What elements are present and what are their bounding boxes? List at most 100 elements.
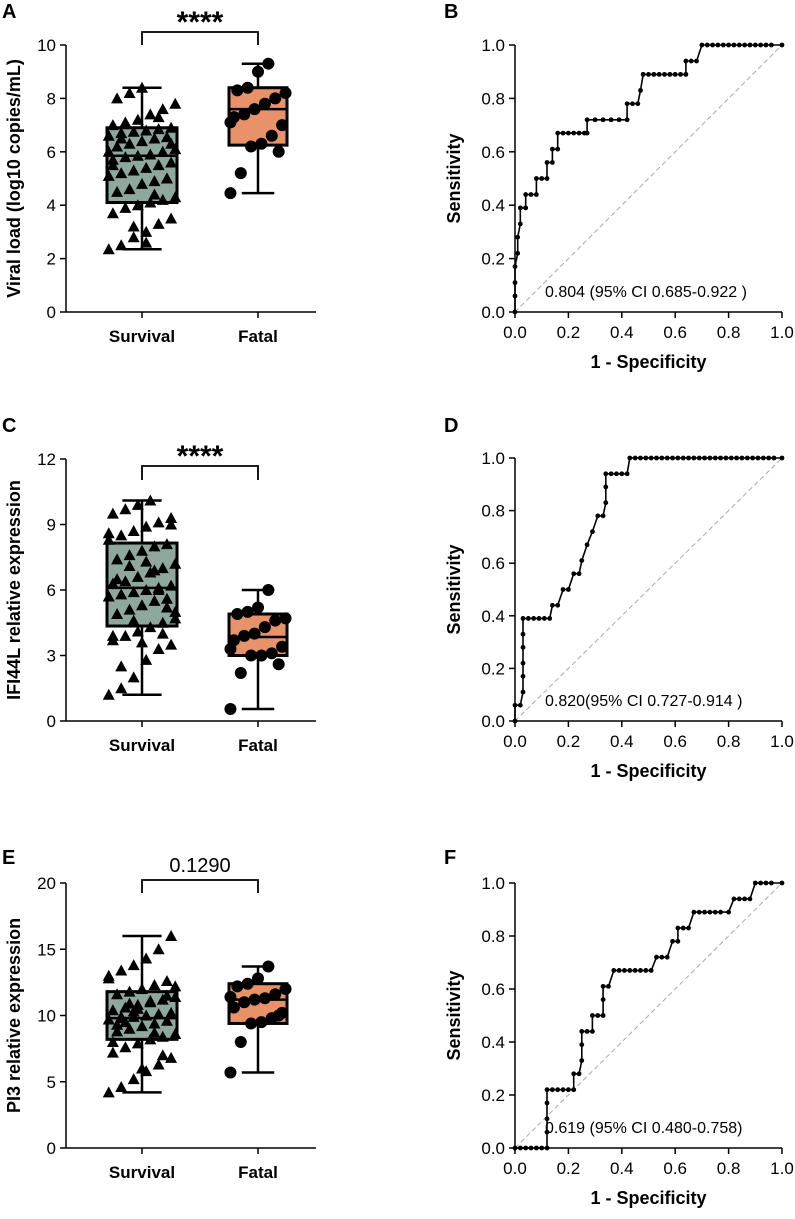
roc-point	[718, 455, 723, 461]
data-point-triangle	[123, 549, 136, 561]
data-point-circle	[224, 702, 237, 715]
roc-point	[712, 909, 718, 915]
data-point-triangle	[169, 605, 182, 617]
data-point-circle	[269, 614, 282, 627]
roc-point	[654, 954, 659, 960]
data-point-circle	[272, 1009, 285, 1022]
roc-point	[512, 309, 518, 315]
data-point-triangle	[148, 1026, 161, 1038]
roc-point	[638, 968, 643, 973]
roc-point	[584, 117, 590, 123]
data-point-triangle	[106, 507, 119, 519]
roc-point	[624, 117, 630, 123]
roc-point	[512, 702, 518, 708]
roc-point	[544, 1087, 550, 1093]
roc-point	[584, 130, 590, 136]
data-point-triangle	[160, 975, 173, 987]
category-label-survival: Survival	[109, 1163, 175, 1182]
roc-point	[758, 880, 764, 886]
data-point-circle	[248, 103, 261, 116]
panel-letter: F	[444, 847, 456, 869]
roc-point	[512, 1145, 518, 1151]
significance-label: ****	[177, 440, 224, 473]
data-point-triangle	[136, 1062, 148, 1074]
x-tick-label: 0.2	[557, 732, 581, 751]
roc-point	[600, 117, 606, 123]
data-point-triangle	[123, 183, 136, 195]
data-point-triangle	[160, 131, 173, 143]
data-point-triangle	[169, 990, 182, 1002]
roc-point	[766, 455, 772, 461]
data-point-circle	[245, 649, 258, 662]
data-point-triangle	[148, 188, 161, 200]
x-axis-label: 1 - Specificity	[590, 1188, 706, 1208]
roc-point	[624, 101, 630, 107]
roc-point	[739, 455, 745, 461]
data-point-triangle	[127, 671, 140, 683]
data-point-triangle	[152, 516, 165, 528]
data-point-triangle	[111, 553, 124, 565]
box-fatal	[224, 960, 292, 1079]
panel-letter: C	[2, 415, 16, 437]
roc-point	[659, 455, 665, 461]
roc-point	[688, 58, 694, 64]
y-tick-label: 1.0	[481, 874, 505, 893]
roc-point	[600, 997, 606, 1002]
roc-point	[536, 616, 542, 621]
x-tick-label: 0.4	[610, 1159, 634, 1178]
data-point-triangle	[144, 1033, 157, 1045]
data-point-triangle	[123, 1022, 136, 1034]
y-tick-label: 0.0	[481, 712, 505, 731]
y-tick-label: 10	[37, 36, 56, 55]
category-label-fatal: Fatal	[238, 1163, 278, 1182]
roc-point	[549, 1087, 555, 1093]
roc-point	[654, 455, 659, 461]
roc-point	[616, 117, 622, 123]
panel-e: E 0 5 10 15 20 PI3 relative expression Survival…	[2, 847, 316, 1182]
y-tick-label: 0.2	[481, 250, 505, 269]
y-tick-label: 6	[47, 581, 56, 600]
data-point-triangle	[111, 92, 124, 104]
roc-point	[549, 160, 555, 165]
y-tick-label: 0.8	[481, 502, 505, 521]
significance-label: 0.1290	[169, 855, 230, 877]
roc-point	[600, 513, 606, 519]
data-point-triangle	[140, 1009, 153, 1021]
roc-point	[712, 455, 718, 461]
data-point-triangle	[131, 113, 144, 125]
data-point-triangle	[169, 612, 182, 624]
y-tick-label: 12	[37, 450, 56, 469]
roc-point	[523, 192, 529, 197]
data-point-triangle	[111, 608, 124, 620]
data-point-triangle	[136, 81, 148, 93]
roc-point	[736, 896, 742, 902]
data-point-triangle	[102, 533, 115, 545]
roc-point	[520, 644, 526, 650]
significance-bracket	[141, 31, 259, 45]
roc-point	[595, 1013, 601, 1018]
roc-point	[686, 925, 691, 931]
data-point-circle	[234, 666, 247, 679]
data-point-triangle	[127, 1005, 140, 1017]
box-survival	[102, 81, 182, 255]
roc-point	[603, 484, 609, 490]
y-axis-label: Viral load (log10 copies/mL)	[4, 59, 24, 298]
roc-point	[691, 455, 697, 461]
data-point-circle	[238, 629, 251, 642]
y-tick-label: 1.0	[481, 36, 505, 55]
data-point-triangle	[140, 555, 153, 567]
roc-point	[755, 455, 761, 461]
roc-point	[579, 1058, 585, 1063]
roc-point	[566, 130, 571, 136]
roc-point	[603, 500, 609, 506]
roc-point	[590, 1013, 595, 1018]
roc-point	[763, 42, 769, 48]
data-point-triangle	[148, 564, 161, 576]
panel-c: C 0 3 6 9 12 IFI44L relative expression Surviva…	[2, 415, 316, 755]
reference-diagonal	[514, 44, 783, 313]
roc-point	[742, 42, 748, 48]
x-axis-label: 1 - Specificity	[590, 761, 706, 781]
x-tick-label: 0.8	[717, 1159, 741, 1178]
data-point-circle	[231, 980, 244, 993]
roc-point	[539, 176, 545, 181]
